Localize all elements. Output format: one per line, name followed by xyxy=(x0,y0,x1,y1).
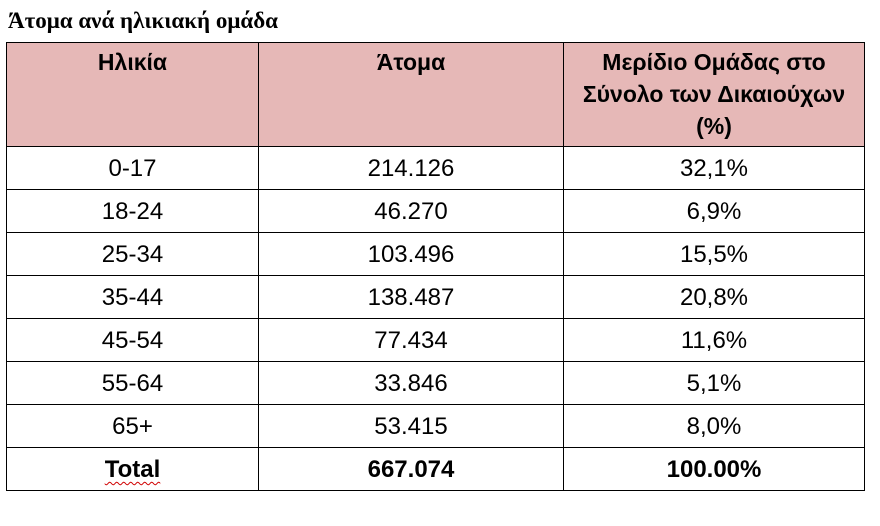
table-row: 55-64 33.846 5,1% xyxy=(6,361,865,405)
table-cell: 214.126 xyxy=(258,146,564,190)
total-cell: Total xyxy=(6,447,259,491)
table-cell: 8,0% xyxy=(563,404,865,448)
table-cell: 11,6% xyxy=(563,318,865,362)
table-cell: 15,5% xyxy=(563,232,865,276)
table-row: 45-54 77.434 11,6% xyxy=(6,318,865,362)
table-cell: 65+ xyxy=(6,404,259,448)
table-cell: 6,9% xyxy=(563,189,865,233)
total-cell: 100.00% xyxy=(563,447,865,491)
table-cell: 32,1% xyxy=(563,146,865,190)
total-text: 100.00% xyxy=(666,456,762,483)
table-cell: 33.846 xyxy=(258,361,564,405)
table-cell: 55-64 xyxy=(6,361,259,405)
table-cell: 45-54 xyxy=(6,318,259,362)
table-cell: 46.270 xyxy=(258,189,564,233)
table-body: 0-17 214.126 32,1% 18-24 46.270 6,9% 25-34 103.… xyxy=(6,146,865,491)
table-head: Ηλικία Άτομα Μερίδιο Ομάδας στο Σύνολο των… xyxy=(6,42,865,147)
table-row: 35-44 138.487 20,8% xyxy=(6,275,865,319)
total-text: Total xyxy=(104,456,161,483)
table-cell: 25-34 xyxy=(6,232,259,276)
table-cell: 18-24 xyxy=(6,189,259,233)
table-row: 25-34 103.496 15,5% xyxy=(6,232,865,276)
total-row: Total 667.074 100.00% xyxy=(6,447,865,491)
data-table: Ηλικία Άτομα Μερίδιο Ομάδας στο Σύνολο των… xyxy=(6,42,865,491)
header-row: Ηλικία Άτομα Μερίδιο Ομάδας στο Σύνολο των… xyxy=(6,42,865,147)
table-cell: 138.487 xyxy=(258,275,564,319)
header-cell: Άτομα xyxy=(258,42,564,147)
table-row: 0-17 214.126 32,1% xyxy=(6,146,865,190)
table-cell: 53.415 xyxy=(258,404,564,448)
table-cell: 77.434 xyxy=(258,318,564,362)
table-cell: 35-44 xyxy=(6,275,259,319)
table-cell: 5,1% xyxy=(563,361,865,405)
header-cell: Μερίδιο Ομάδας στο Σύνολο των Δικαιούχων… xyxy=(563,42,865,147)
table-row: 65+ 53.415 8,0% xyxy=(6,404,865,448)
table-title: Άτομα ανά ηλικιακή ομάδα xyxy=(8,8,278,33)
table-cell: 20,8% xyxy=(563,275,865,319)
table-cell: 0-17 xyxy=(6,146,259,190)
table-cell: 103.496 xyxy=(258,232,564,276)
total-text: 667.074 xyxy=(367,456,455,483)
total-cell: 667.074 xyxy=(258,447,564,491)
header-cell: Ηλικία xyxy=(6,42,259,147)
table-row: 18-24 46.270 6,9% xyxy=(6,189,865,233)
